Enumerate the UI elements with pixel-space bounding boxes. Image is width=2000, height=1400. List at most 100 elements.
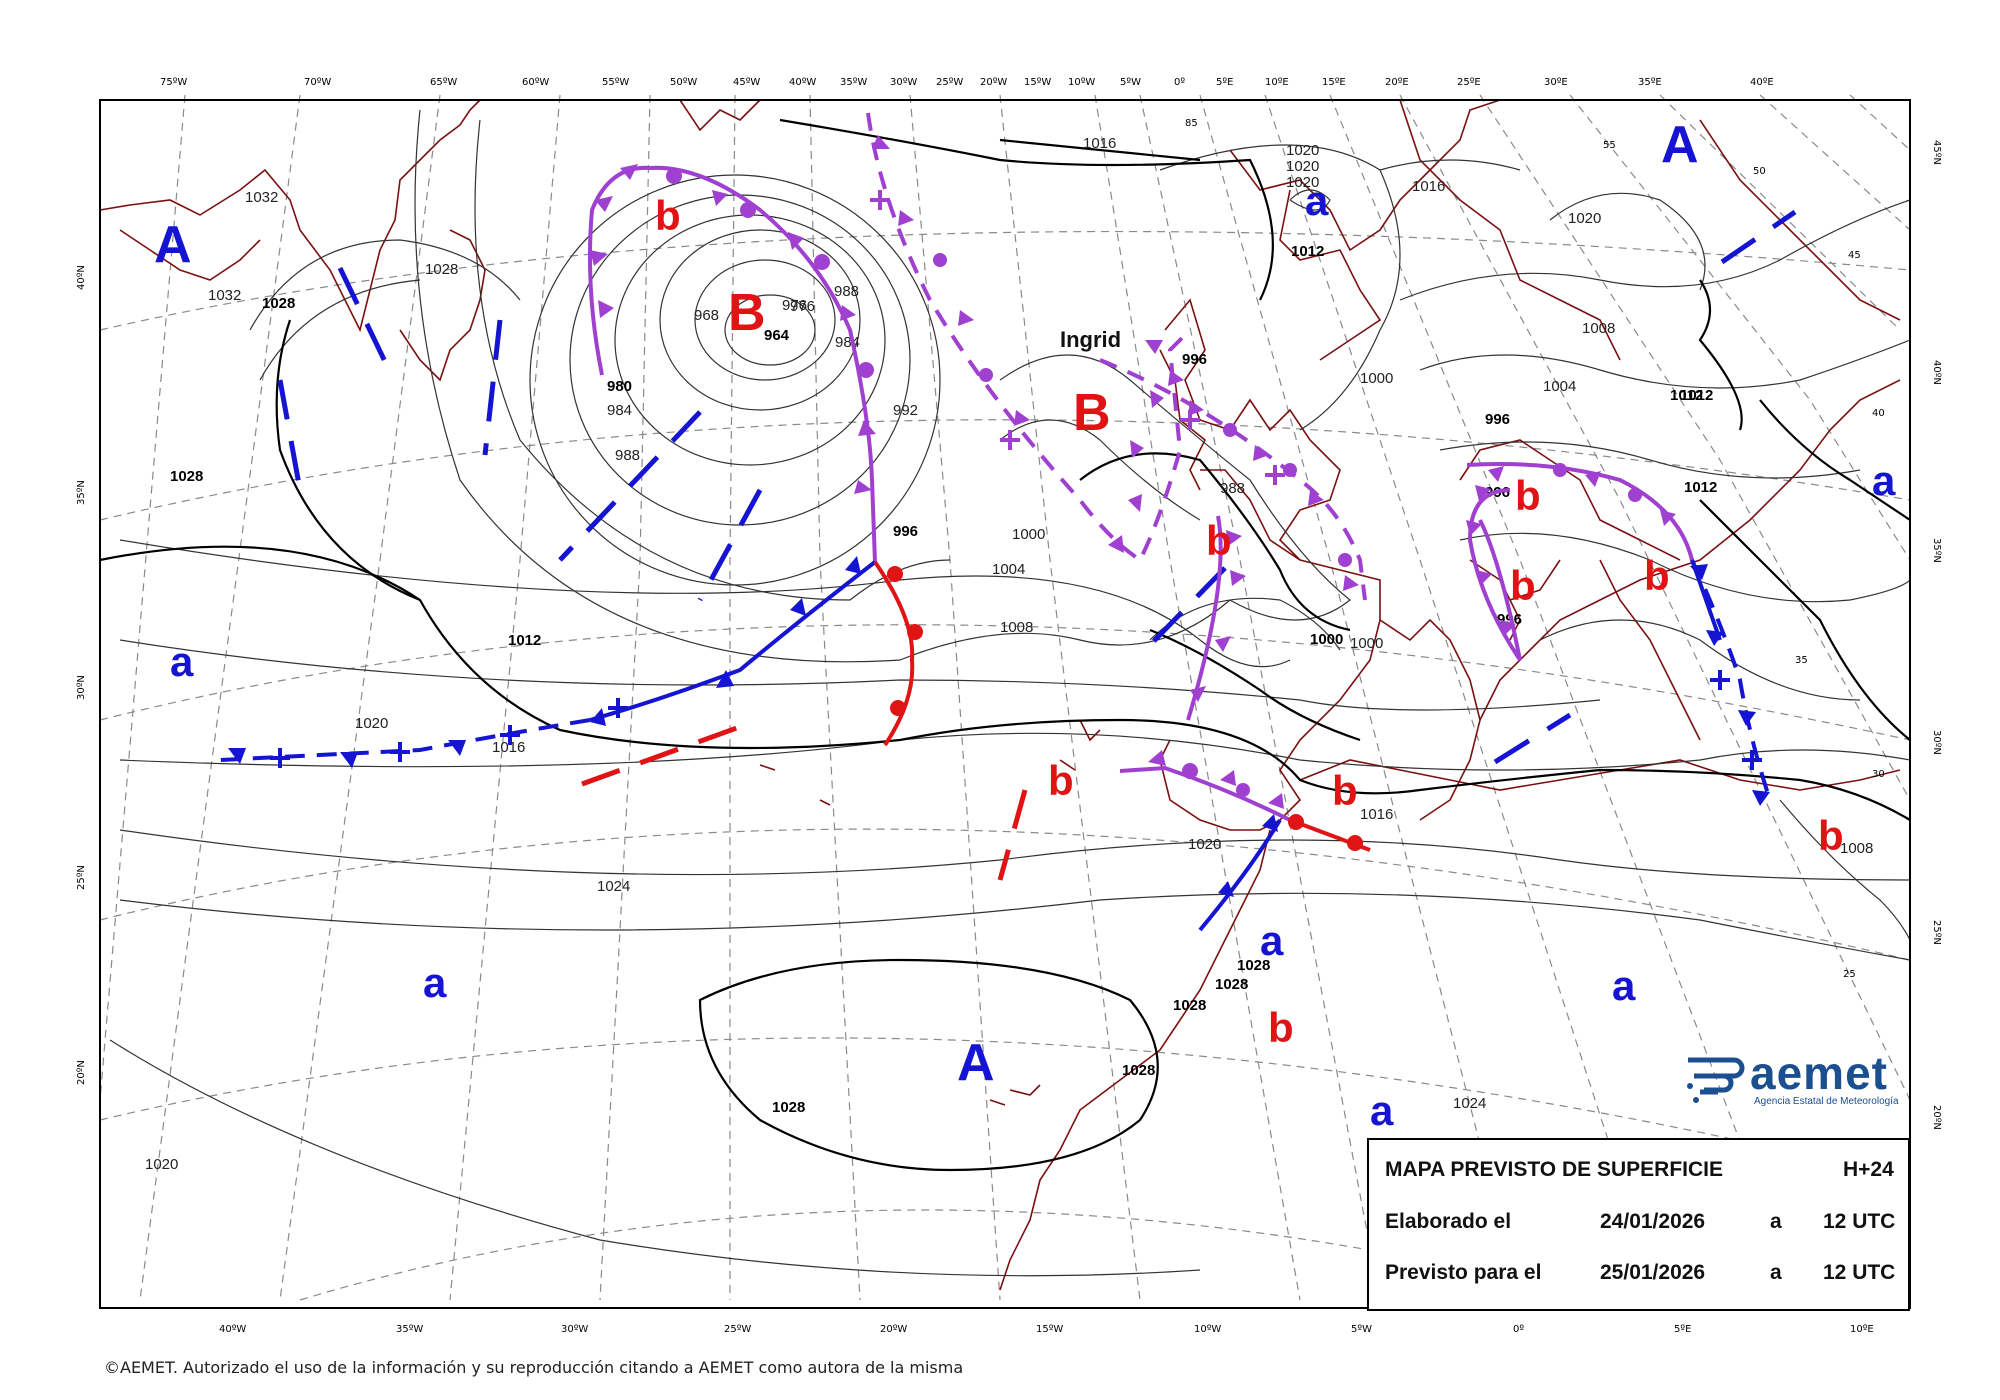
coastlines bbox=[99, 99, 1901, 1291]
isobar-label: 1012 bbox=[1680, 387, 1713, 404]
lon-label: 5ºW bbox=[1120, 77, 1141, 88]
lon-label: 55ºW bbox=[602, 77, 629, 88]
legend-valid-row: Previsto para el 25/01/2026 a 12 UTC bbox=[1385, 1261, 1895, 1289]
graticule bbox=[99, 94, 1911, 1301]
low-center-small: b bbox=[1818, 812, 1844, 859]
trough-lines-blue bbox=[277, 209, 1797, 765]
legend-made-label: Elaborado el bbox=[1385, 1210, 1512, 1233]
isobar-label: 1020 bbox=[1286, 174, 1319, 191]
isobar-label: 1000 bbox=[1012, 526, 1045, 543]
cold-front bbox=[1690, 559, 1772, 801]
lon-label: 15ºE bbox=[1322, 77, 1346, 88]
grid-lat-label: 85 bbox=[1185, 118, 1198, 129]
aemet-subtitle: Agencia Estatal de Meteorología bbox=[1754, 1096, 1899, 1107]
isobar-label: 1008 bbox=[1840, 840, 1873, 857]
high-center: A bbox=[1661, 116, 1699, 174]
isobar-label: 1012 bbox=[1684, 479, 1717, 496]
lon-label: 35ºW bbox=[396, 1324, 423, 1335]
low-center: B bbox=[728, 284, 766, 342]
legend-title: MAPA PREVISTO DE SUPERFICIE bbox=[1385, 1158, 1723, 1181]
lon-label: 70ºW bbox=[304, 77, 331, 88]
pressure-centers: A A A B B a a a a a a a b b b b b b b b … bbox=[154, 116, 1896, 1134]
lat-label: 20ºN bbox=[1931, 1105, 1942, 1130]
grid-lat-label: 40 bbox=[1872, 408, 1885, 419]
isobar-label: 1020 bbox=[1188, 836, 1221, 853]
legend-valid-a: a bbox=[1770, 1261, 1782, 1284]
grid-lat-label: 55 bbox=[1603, 140, 1616, 151]
isobar-label: 996 bbox=[1182, 351, 1207, 368]
lon-label: 15ºW bbox=[1024, 77, 1051, 88]
isobar-label: 976 bbox=[782, 297, 807, 314]
isobar-label: 1012 bbox=[1291, 243, 1324, 260]
occluded-crosses bbox=[870, 190, 1285, 485]
lat-label: 35ºN bbox=[1931, 538, 1942, 563]
lon-label: 35ºE bbox=[1638, 77, 1662, 88]
lon-label: 0º bbox=[1174, 77, 1185, 88]
top-lon-labels: 75ºW 70ºW 65ºW 60ºW 55ºW 50ºW 45ºW 40ºW … bbox=[160, 77, 1774, 88]
lon-label: 10ºE bbox=[1850, 1324, 1874, 1335]
lon-label: 30ºE bbox=[1544, 77, 1568, 88]
high-center-small: a bbox=[1872, 457, 1896, 504]
isobar-label: 1016 bbox=[492, 739, 525, 756]
warm-front bbox=[873, 560, 915, 747]
aemet-logo-icon bbox=[1687, 1057, 1745, 1103]
lon-label: 35ºW bbox=[840, 77, 867, 88]
high-center-small: a bbox=[1260, 917, 1284, 964]
isobar-label: 1000 bbox=[1350, 635, 1383, 652]
isobar-label: 1028 bbox=[1215, 976, 1248, 993]
isobar-label: 1028 bbox=[772, 1099, 805, 1116]
lon-label: 25ºE bbox=[1457, 77, 1481, 88]
lon-label: 45ºW bbox=[733, 77, 760, 88]
lon-label: 30ºW bbox=[890, 77, 917, 88]
lon-label: 15ºW bbox=[1036, 1324, 1063, 1335]
high-center-small: a bbox=[1612, 962, 1636, 1009]
lat-label: 25ºN bbox=[1931, 920, 1942, 945]
lat-label: 40ºN bbox=[1931, 360, 1942, 385]
legend-step: H+24 bbox=[1843, 1158, 1894, 1181]
isobar-label: 988 bbox=[834, 283, 859, 300]
lon-label: 25ºW bbox=[936, 77, 963, 88]
occluded-front bbox=[1119, 765, 1291, 822]
lon-label: 20ºW bbox=[880, 1324, 907, 1335]
isobar-label: 1028 bbox=[1173, 997, 1206, 1014]
lon-label: 10ºW bbox=[1194, 1324, 1221, 1335]
lon-label: 40ºW bbox=[789, 77, 816, 88]
lon-label: 10ºE bbox=[1265, 77, 1289, 88]
high-center-small: a bbox=[1370, 1087, 1394, 1134]
low-center-small: b bbox=[1268, 1004, 1294, 1051]
legend-box: MAPA PREVISTO DE SUPERFICIE H+24 Elabora… bbox=[1367, 1138, 1910, 1311]
aemet-wordmark: aemet bbox=[1750, 1047, 1888, 1099]
legend-made-a: a bbox=[1770, 1210, 1782, 1233]
isobar-label: 1020 bbox=[1286, 158, 1319, 175]
occluded-front bbox=[1466, 462, 1694, 561]
high-center-small: a bbox=[170, 638, 194, 685]
isobar-label: 1012 bbox=[508, 632, 541, 649]
right-lat-labels: 45ºN 40ºN 35ºN 30ºN 25ºN 20ºN bbox=[1931, 140, 1942, 1130]
isobar-label: 1024 bbox=[597, 878, 630, 895]
low-center-small: b bbox=[1644, 552, 1670, 599]
low-center-small: b bbox=[1515, 472, 1541, 519]
low-center-small: b bbox=[1510, 562, 1536, 609]
lat-label: 45ºN bbox=[1931, 140, 1942, 165]
lat-label: 30ºN bbox=[76, 675, 87, 700]
isobar-label: 1028 bbox=[425, 261, 458, 278]
legend-title-row: MAPA PREVISTO DE SUPERFICIE H+24 bbox=[1385, 1158, 1894, 1186]
legend-made-time: 12 UTC bbox=[1823, 1210, 1896, 1233]
bold-isobars bbox=[99, 118, 1911, 1172]
isobar-label: 1016 bbox=[1360, 806, 1393, 823]
lon-label: 50ºW bbox=[670, 77, 697, 88]
high-center: A bbox=[957, 1034, 995, 1092]
isobar-label: 988 bbox=[1220, 480, 1245, 497]
lon-label: 75ºW bbox=[160, 77, 187, 88]
isobar-label: 1028 bbox=[262, 295, 295, 312]
isobar-label: 1004 bbox=[992, 561, 1025, 578]
trough-lines-red bbox=[581, 722, 1028, 881]
copyright-notice: ©AEMET. Autorizado el uso de la informac… bbox=[104, 1358, 964, 1377]
high-center-small: a bbox=[423, 959, 447, 1006]
isobars bbox=[109, 109, 1911, 1277]
isobar-label: 1028 bbox=[1122, 1062, 1155, 1079]
lon-label: 30ºW bbox=[561, 1324, 588, 1335]
isobar-labels: 1032 1032 1028 1028 1028 1012 1020 1016 … bbox=[145, 135, 1873, 1173]
aemet-logo: aemet Agencia Estatal de Meteorología bbox=[1682, 1046, 1912, 1114]
grid-lat-label: 45 bbox=[1848, 250, 1861, 261]
